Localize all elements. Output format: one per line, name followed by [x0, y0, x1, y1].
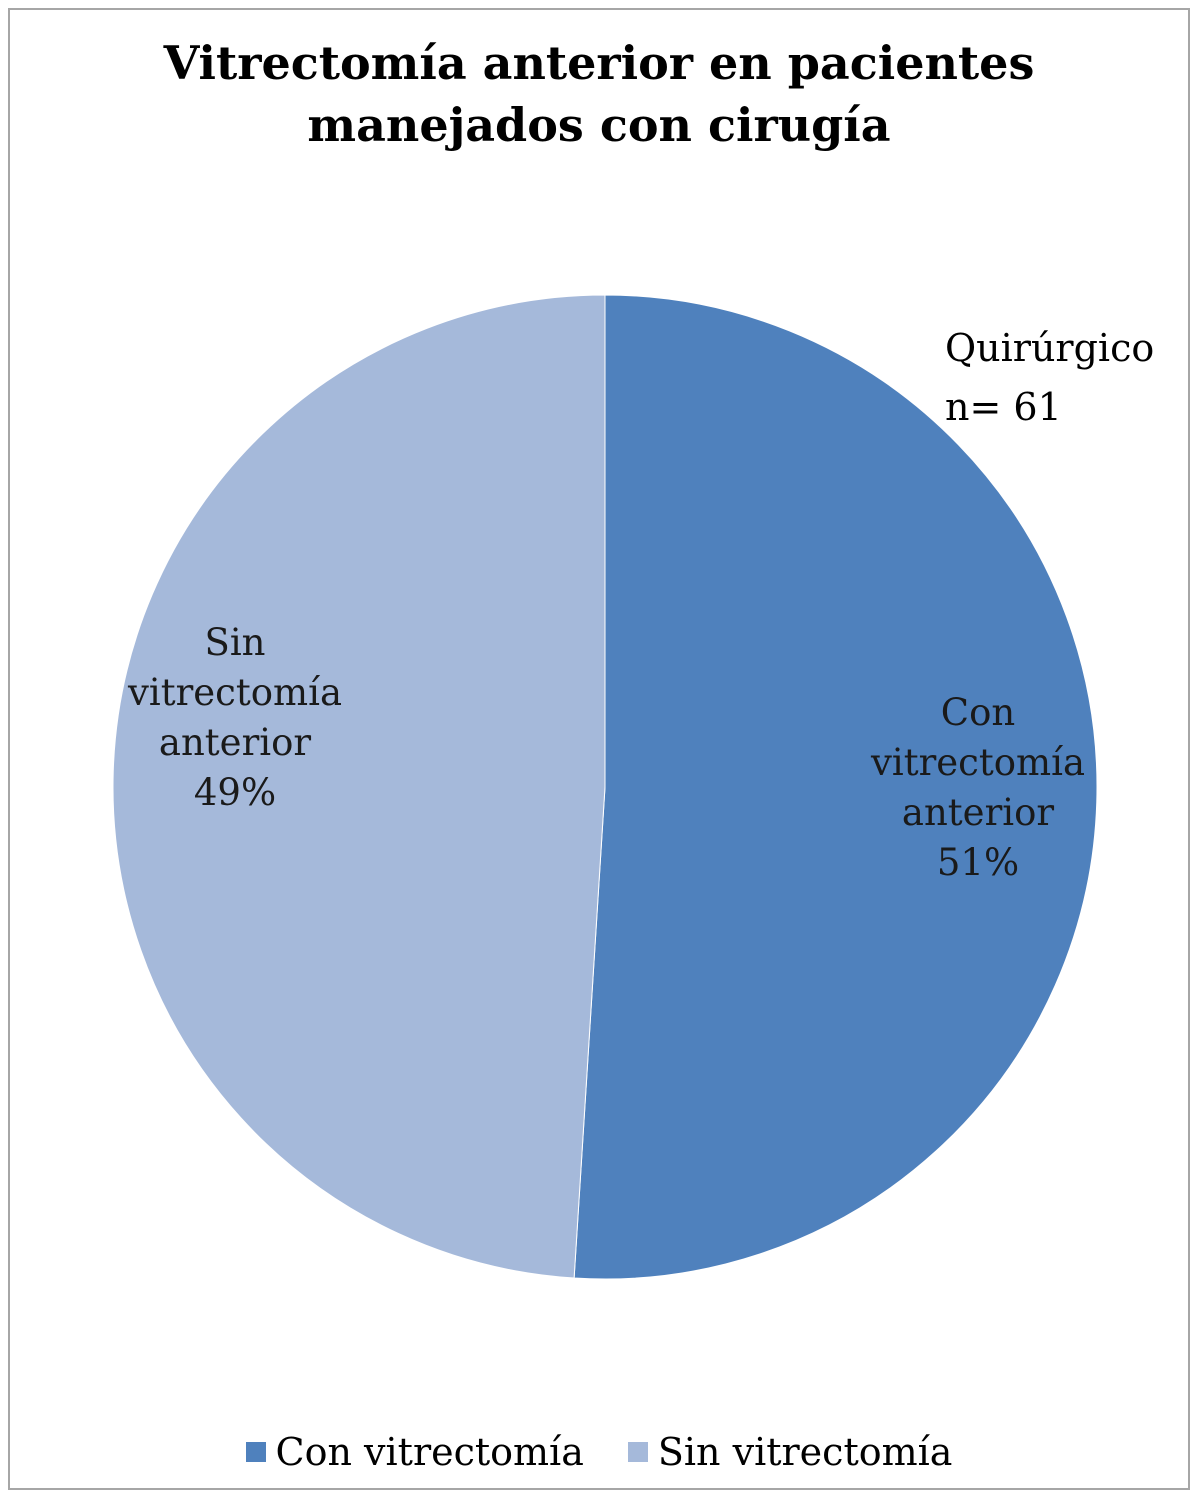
slice-label-con: Con vitrectomía anterior 51% [870, 691, 1085, 884]
pie-slice-sin [112, 294, 606, 1279]
legend-label-con: Con vitrectomía [275, 1430, 584, 1474]
slice-label-line: 51% [937, 841, 1019, 884]
chart-legend: Con vitrectomía Sin vitrectomía [0, 1430, 1198, 1474]
legend-swatch-con [245, 1442, 266, 1462]
chart-title-line-1: Vitrectomía anterior en pacientes [163, 36, 1035, 90]
slice-label-line: Con [941, 691, 1015, 734]
slice-label-line: anterior [902, 791, 1054, 834]
pie-chart: Con vitrectomía anterior 51% Sin vitrectomía a… [112, 294, 1166, 1280]
slice-label-line: 49% [194, 771, 276, 814]
legend-swatch-sin [627, 1442, 648, 1462]
pie-slice-labels: Con vitrectomía anterior 51% Sin vitrectomía a… [127, 621, 1085, 884]
slice-label-line: vitrectomía [127, 671, 342, 714]
annotation-line-1: Quirúrgico [945, 326, 1154, 370]
pie-slice-con [573, 294, 1098, 1280]
legend-label-sin: Sin vitrectomía [657, 1430, 953, 1474]
pie-slices [112, 294, 1098, 1280]
slice-label-sin: Sin vitrectomía anterior 49% [127, 621, 342, 814]
slice-label-line: anterior [159, 721, 311, 764]
legend-item-con: Con vitrectomía [245, 1430, 584, 1474]
chart-title-line-2: manejados con cirugía [307, 98, 891, 152]
sample-annotation: Quirúrgico n= 61 [945, 326, 1166, 429]
slice-label-line: vitrectomía [870, 741, 1085, 784]
slice-label-line: Sin [204, 621, 265, 664]
legend-item-sin: Sin vitrectomía [627, 1430, 953, 1474]
chart-title: Vitrectomía anterior en pacientes maneja… [0, 32, 1198, 156]
annotation-line-2: n= 61 [945, 385, 1062, 429]
